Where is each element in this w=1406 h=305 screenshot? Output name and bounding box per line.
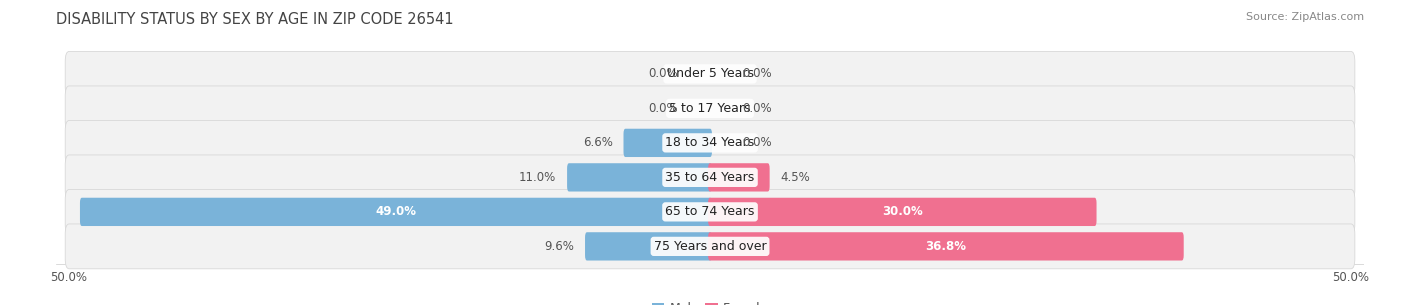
Text: DISABILITY STATUS BY SEX BY AGE IN ZIP CODE 26541: DISABILITY STATUS BY SEX BY AGE IN ZIP C… — [56, 12, 454, 27]
Text: Under 5 Years: Under 5 Years — [666, 67, 754, 81]
Text: 75 Years and over: 75 Years and over — [654, 240, 766, 253]
FancyBboxPatch shape — [65, 52, 1355, 96]
Text: Source: ZipAtlas.com: Source: ZipAtlas.com — [1246, 12, 1364, 22]
FancyBboxPatch shape — [623, 129, 711, 157]
Text: 30.0%: 30.0% — [882, 205, 922, 218]
Text: 9.6%: 9.6% — [544, 240, 574, 253]
FancyBboxPatch shape — [585, 232, 711, 260]
Text: 11.0%: 11.0% — [519, 171, 557, 184]
FancyBboxPatch shape — [709, 232, 1184, 260]
FancyBboxPatch shape — [567, 163, 711, 192]
FancyBboxPatch shape — [709, 163, 769, 192]
Text: 65 to 74 Years: 65 to 74 Years — [665, 205, 755, 218]
Text: 36.8%: 36.8% — [925, 240, 966, 253]
Text: 49.0%: 49.0% — [375, 205, 416, 218]
Text: 0.0%: 0.0% — [742, 136, 772, 149]
FancyBboxPatch shape — [709, 198, 1097, 226]
Text: 35 to 64 Years: 35 to 64 Years — [665, 171, 755, 184]
Text: 0.0%: 0.0% — [742, 102, 772, 115]
FancyBboxPatch shape — [65, 86, 1355, 131]
Text: 5 to 17 Years: 5 to 17 Years — [669, 102, 751, 115]
Legend: Male, Female: Male, Female — [647, 297, 773, 305]
Text: 0.0%: 0.0% — [648, 102, 678, 115]
FancyBboxPatch shape — [80, 198, 711, 226]
Text: 0.0%: 0.0% — [742, 67, 772, 81]
FancyBboxPatch shape — [65, 155, 1355, 200]
Text: 18 to 34 Years: 18 to 34 Years — [665, 136, 755, 149]
Text: 4.5%: 4.5% — [780, 171, 810, 184]
Text: 6.6%: 6.6% — [582, 136, 613, 149]
FancyBboxPatch shape — [65, 120, 1355, 165]
FancyBboxPatch shape — [65, 189, 1355, 234]
Text: 0.0%: 0.0% — [648, 67, 678, 81]
FancyBboxPatch shape — [65, 224, 1355, 269]
